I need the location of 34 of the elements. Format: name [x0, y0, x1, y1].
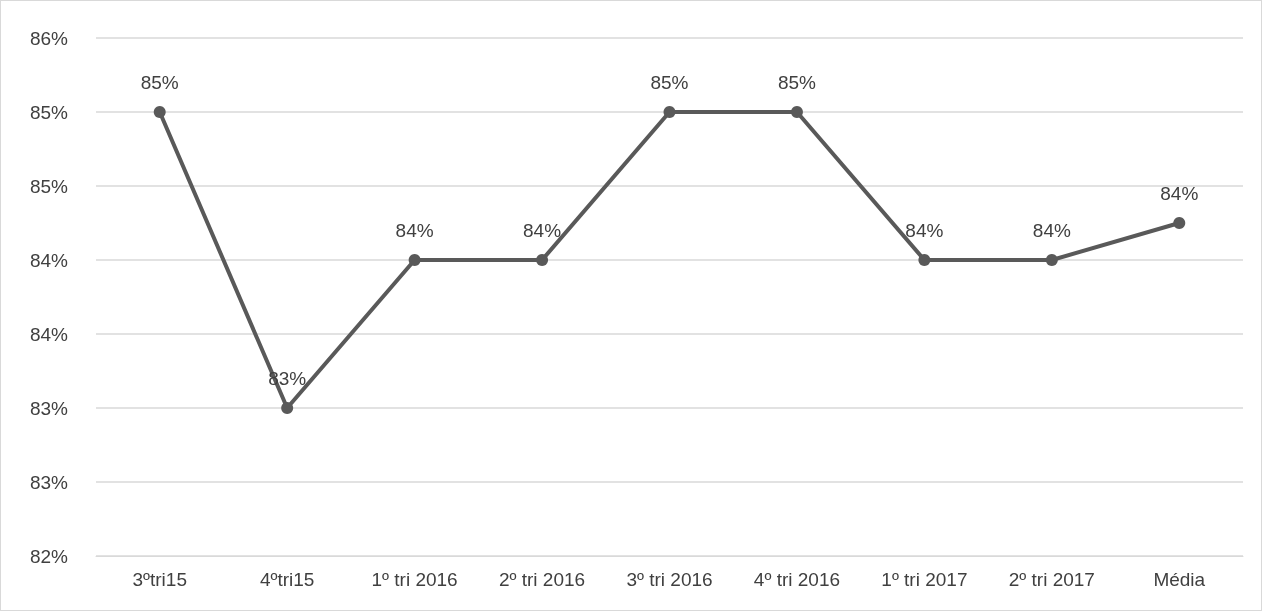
data-label: 85%: [140, 72, 179, 93]
data-label: 84%: [395, 220, 434, 241]
y-tick-label: 84%: [29, 323, 69, 345]
y-tick-label: 85%: [29, 175, 69, 197]
point: [153, 106, 166, 118]
y-tick-label: 86%: [29, 27, 69, 49]
x-tick-label: 2º tri 2017: [1008, 569, 1095, 590]
point: [1173, 217, 1186, 229]
y-tick-label: 83%: [29, 471, 69, 493]
x-tick-label: 4ºtri15: [259, 569, 315, 590]
data-label: 85%: [650, 72, 689, 93]
data-label: 84%: [523, 220, 562, 241]
y-tick-label: 83%: [29, 397, 69, 419]
point: [1045, 254, 1058, 266]
point: [536, 254, 549, 266]
point: [408, 254, 421, 266]
x-tick-label: 3º tri 2016: [626, 569, 713, 590]
y-tick-label: 82%: [29, 545, 69, 567]
x-tick-label: Média: [1153, 569, 1206, 590]
point: [281, 402, 294, 414]
point: [918, 254, 931, 266]
point: [790, 106, 803, 118]
data-label: 84%: [905, 220, 944, 241]
data-label: 84%: [1032, 220, 1071, 241]
x-tick-label: 1º tri 2016: [371, 569, 458, 590]
data-label: 84%: [1160, 183, 1199, 204]
data-label: 85%: [777, 72, 817, 93]
x-tick-label: 2º tri 2016: [498, 569, 586, 590]
x-tick-label: 3ºtri15: [132, 569, 187, 590]
y-tick-label: 85%: [29, 101, 69, 123]
y-tick-label: 84%: [29, 249, 69, 271]
x-tick-label: 1º tri 2017: [881, 569, 968, 590]
point: [663, 106, 676, 118]
x-tick-label: 4º tri 2016: [753, 569, 841, 590]
